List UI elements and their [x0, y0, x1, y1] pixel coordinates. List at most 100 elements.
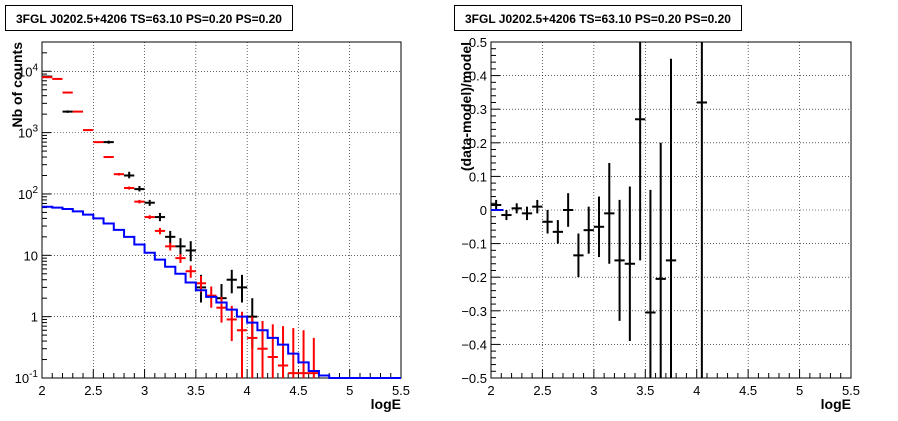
- data-point: [298, 330, 309, 378]
- data-point: [624, 186, 635, 342]
- y-tick-label: 104: [18, 62, 38, 79]
- data-point: [236, 311, 248, 378]
- x-axis-label: logE: [371, 396, 401, 412]
- data-point: [93, 141, 104, 144]
- y-tick-label: 102: [18, 185, 38, 202]
- data-series: [491, 42, 707, 378]
- data-point: [165, 242, 176, 251]
- data-point: [144, 215, 155, 220]
- data-point: [103, 140, 114, 144]
- y-tick-label: 0.5: [469, 35, 487, 50]
- y-axis-label: Nb of counts: [9, 42, 25, 128]
- data-point: [511, 203, 522, 214]
- y-tick-label: −0.5: [461, 371, 487, 386]
- data-point: [165, 230, 176, 245]
- data-point: [573, 233, 584, 278]
- y-tick-label: −0.4: [461, 337, 487, 352]
- y-tick-label: 10-1: [15, 369, 39, 386]
- x-tick-label: 2: [38, 383, 45, 398]
- x-tick-label: 5.5: [392, 383, 410, 398]
- x-tick-label: 3.5: [187, 383, 205, 398]
- counts-panel: 3FGL J0202.5+4206 TS=63.10 PS=0.20 PS=0.…: [5, 5, 410, 412]
- data-point: [72, 110, 84, 113]
- x-tick-label: 5: [796, 383, 803, 398]
- data-point: [42, 76, 53, 79]
- data-point: [563, 193, 574, 227]
- data-point: [52, 77, 63, 80]
- x-tick-label: 2.5: [533, 383, 551, 398]
- y-tick-label: 0.3: [469, 102, 487, 117]
- data-series: [42, 75, 258, 349]
- x-tick-label: 4: [244, 383, 251, 398]
- plot-frame: [41, 41, 402, 379]
- data-point: [226, 269, 237, 294]
- data-point: [185, 265, 196, 278]
- y-tick-label: −0.2: [461, 270, 487, 285]
- chart-title: 3FGL J0202.5+4206 TS=63.10 PS=0.20 PS=0.…: [5, 5, 293, 31]
- data-point: [124, 186, 135, 190]
- data-point: [532, 199, 543, 214]
- data-point: [216, 296, 227, 323]
- data-point: [134, 199, 145, 204]
- x-axis: 2 2.5 3 3.5 4 4.5 5 5.5: [487, 369, 860, 398]
- grid: [41, 42, 402, 379]
- y-tick-label: −0.3: [461, 304, 487, 319]
- data-point: [236, 274, 248, 303]
- x-axis: 2 2.5 3 3.5 4 4.5 5 5.5: [38, 369, 410, 398]
- x-tick-label: 4: [693, 383, 700, 398]
- x-tick-label: 4.5: [289, 383, 307, 398]
- data-point: [521, 206, 533, 221]
- y-axis-label: (data-model)/model: [458, 42, 474, 171]
- data-point: [175, 238, 186, 256]
- data-point: [604, 162, 615, 264]
- data-point: [593, 196, 605, 258]
- data-point: [645, 189, 656, 378]
- y-tick-label: −0.1: [461, 237, 487, 252]
- y-tick-label: 0: [480, 203, 487, 218]
- data-point: [665, 58, 677, 378]
- data-point: [696, 42, 707, 378]
- data-point: [134, 185, 145, 192]
- data-point: [226, 305, 237, 342]
- x-tick-label: 5: [346, 383, 353, 398]
- data-point: [542, 210, 553, 234]
- data-point: [144, 199, 155, 206]
- data-point: [583, 206, 594, 254]
- data-point: [124, 171, 135, 179]
- data-point: [62, 91, 73, 94]
- x-tick-label: 2: [487, 383, 494, 398]
- data-point: [62, 110, 73, 113]
- data-point: [185, 241, 196, 262]
- x-tick-label: 4.5: [739, 383, 757, 398]
- x-tick-label: 3: [590, 383, 597, 398]
- residual-panel: 3FGL J0202.5+4206 TS=63.10 PS=0.20 PS=0.…: [449, 0, 898, 421]
- data-point: [491, 199, 502, 210]
- y-axis: 10-1 1 10 102 103 104: [15, 41, 51, 386]
- y-tick-label: 103: [18, 124, 38, 141]
- model-step-line: [42, 205, 401, 379]
- data-point: [277, 326, 289, 378]
- x-tick-label: 5.5: [842, 383, 860, 398]
- data-point: [113, 172, 125, 176]
- data-point: [175, 254, 186, 263]
- data-point: [103, 156, 114, 159]
- data-point: [267, 324, 278, 378]
- data-point: [552, 220, 563, 244]
- x-tick-label: 3: [141, 383, 148, 398]
- y-tick-label: 10: [24, 248, 38, 263]
- data-point: [154, 227, 166, 235]
- data-series: [42, 76, 319, 378]
- data-point: [655, 142, 666, 378]
- x-tick-label: 3.5: [636, 383, 654, 398]
- data-point: [83, 129, 94, 132]
- y-tick-label: 1: [31, 310, 38, 325]
- y-tick-label: 0.2: [469, 136, 487, 151]
- chart-title: 3FGL J0202.5+4206 TS=63.10 PS=0.20 PS=0.…: [454, 5, 742, 31]
- y-tick-label: 0.1: [469, 169, 487, 184]
- data-point: [154, 212, 166, 222]
- x-axis-label: logE: [821, 396, 851, 412]
- y-axis: −0.5 −0.4 −0.3 −0.2 −0.1 0 0.1 0.2 0.3 0.4 0.5: [461, 35, 500, 386]
- y-tick-label: 0.4: [469, 69, 487, 84]
